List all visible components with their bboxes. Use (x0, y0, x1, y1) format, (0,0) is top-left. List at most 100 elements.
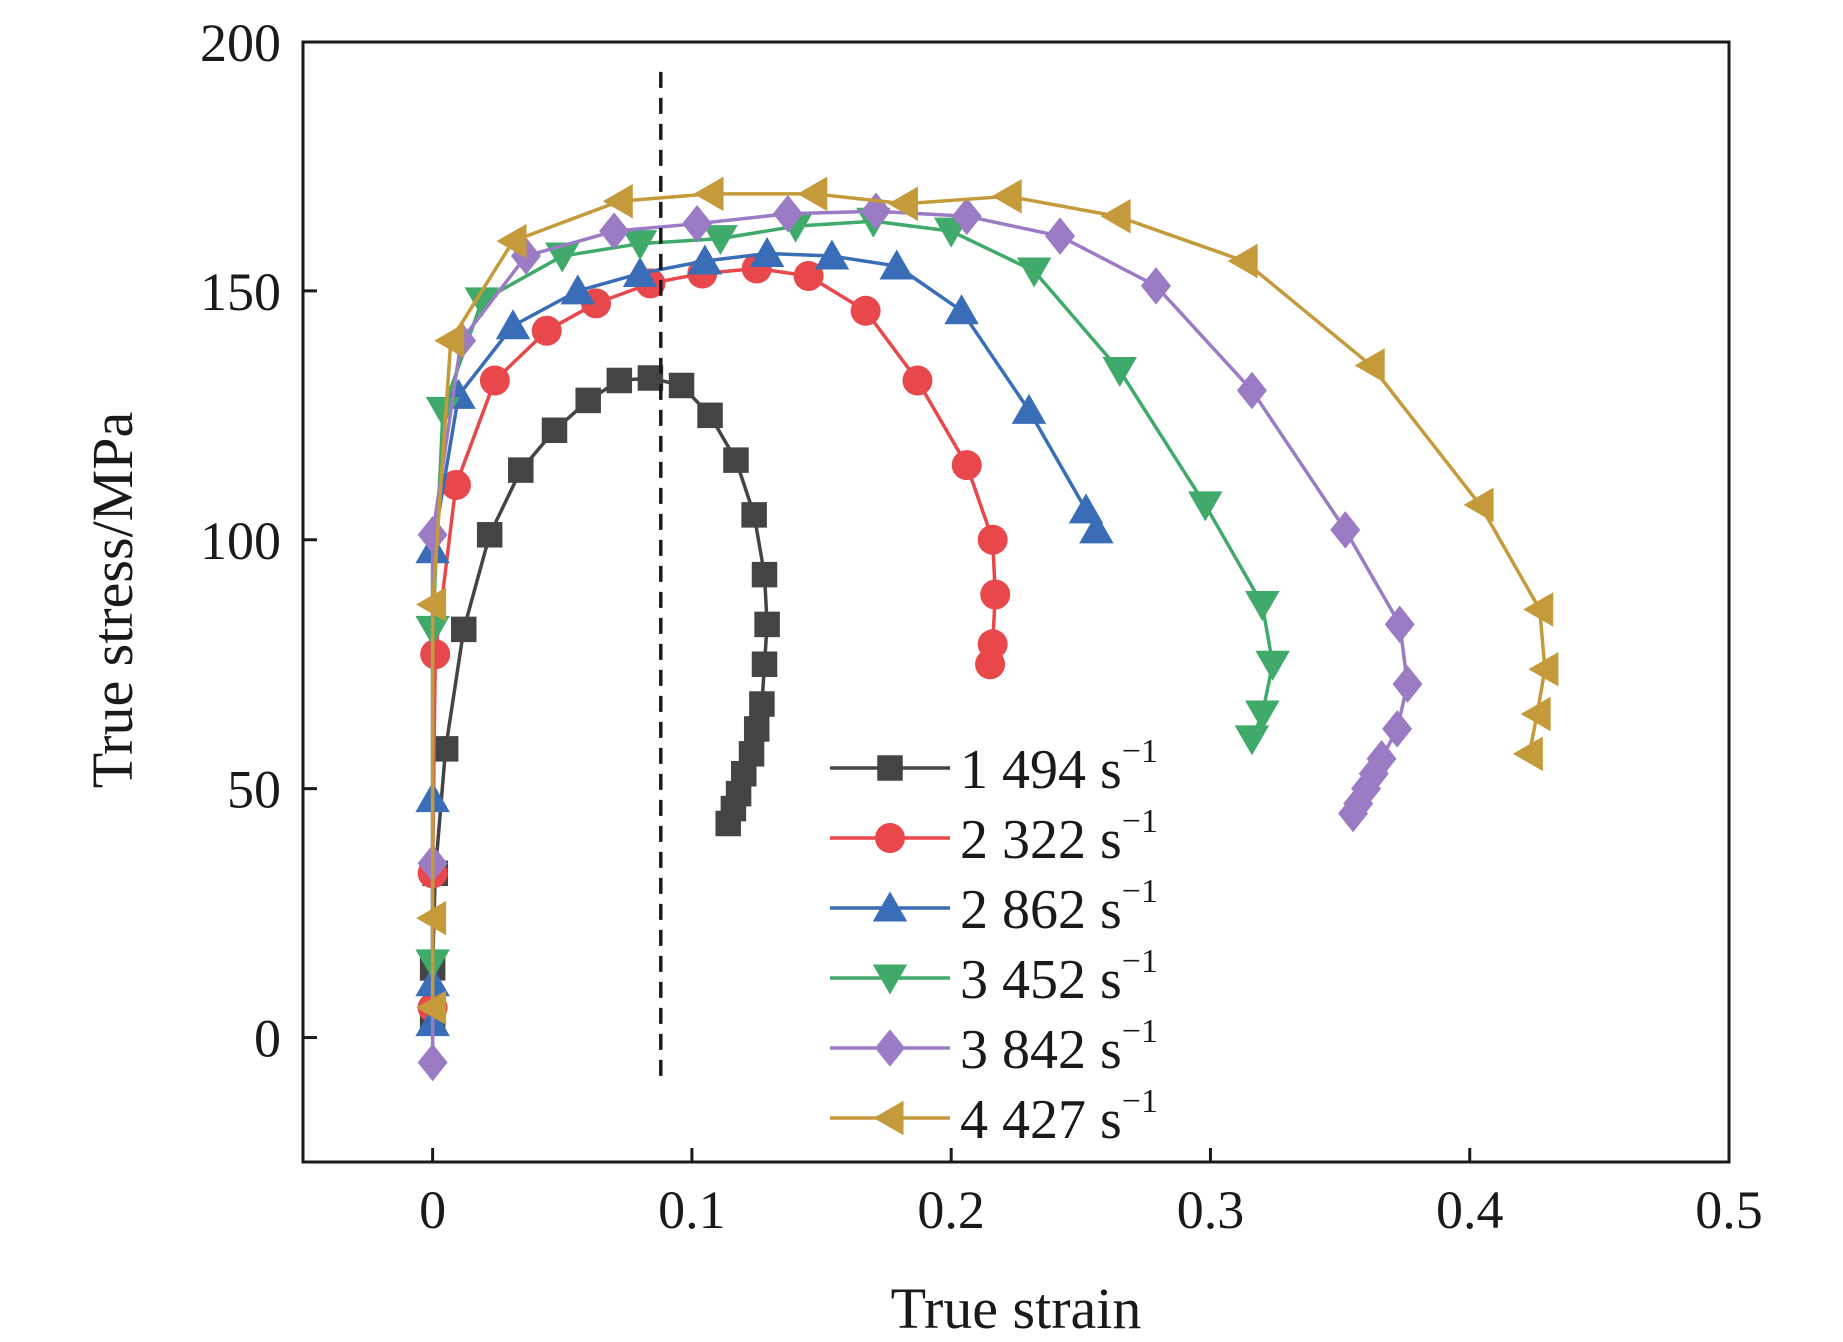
y-tick-label: 50 (227, 760, 281, 820)
plot-frame (301, 40, 1731, 1164)
data-point (1011, 393, 1047, 424)
data-point (715, 810, 741, 837)
data-point (1512, 736, 1543, 772)
data-point (902, 365, 933, 396)
data-point (814, 239, 850, 270)
legend-label: 2 862 s−1 (960, 873, 1158, 941)
data-point (496, 223, 527, 259)
data-point (687, 244, 723, 275)
data-point (797, 176, 828, 212)
data-point (560, 274, 596, 305)
legend-marker (873, 1100, 904, 1136)
x-tick-label: 0.3 (1177, 1180, 1245, 1240)
series-0 (419, 365, 780, 1036)
data-point (1255, 650, 1290, 681)
data-point (888, 186, 919, 222)
data-point (1236, 371, 1267, 410)
series-5 (416, 176, 1559, 1025)
y-axis-title: True stress/MPa (80, 412, 145, 789)
data-point (1016, 257, 1052, 288)
data-point (1100, 198, 1131, 234)
data-point (975, 649, 1006, 680)
series-layer (415, 176, 1559, 1082)
x-axis-ticks: 0 0.1 0.2 0.3 0.4 0.5 (419, 1148, 1763, 1240)
data-point (1102, 357, 1137, 388)
data-point (420, 639, 451, 670)
legend-marker (872, 891, 908, 922)
legend-item: 3 842 s−1 (830, 1013, 1158, 1081)
legend-item: 2 862 s−1 (830, 873, 1158, 941)
data-point (1234, 725, 1270, 756)
series-line (430, 376, 769, 1023)
data-point (479, 365, 510, 396)
data-point (1330, 511, 1361, 549)
x-axis-title: True strain (891, 1276, 1142, 1341)
data-point (703, 225, 738, 256)
series-1 (417, 253, 1011, 1023)
data-point (1354, 348, 1385, 383)
data-point (951, 450, 982, 481)
data-point (575, 387, 601, 414)
data-point (749, 691, 775, 717)
legend-label: 4 427 s−1 (960, 1083, 1158, 1151)
y-tick-label: 150 (200, 262, 281, 322)
data-point (464, 287, 500, 318)
data-point (944, 294, 979, 325)
data-point (1523, 592, 1554, 627)
x-tick-label: 0.5 (1695, 1180, 1763, 1240)
data-point (1245, 590, 1280, 621)
data-point (693, 176, 724, 212)
data-point (751, 651, 778, 677)
series-4 (417, 192, 1423, 1082)
data-point (622, 256, 658, 287)
data-point (723, 447, 749, 473)
data-point (749, 237, 785, 268)
data-point (668, 372, 695, 399)
x-tick-label: 0 (419, 1180, 446, 1240)
data-point (417, 516, 448, 554)
data-point (508, 457, 534, 483)
x-tick-label: 0.2 (917, 1180, 985, 1240)
data-point (1463, 487, 1494, 523)
data-point (1382, 710, 1413, 748)
data-point (1188, 491, 1223, 522)
data-point (682, 204, 713, 243)
data-point (1068, 493, 1104, 524)
legend-marker (875, 1029, 905, 1067)
data-point (1245, 700, 1280, 731)
legend-marker (877, 755, 903, 781)
legend-label: 3 842 s−1 (960, 1013, 1158, 1081)
data-point (772, 194, 803, 233)
legend: 1 494 s−12 322 s−12 862 s−13 452 s−13 84… (830, 733, 1158, 1151)
data-point (754, 611, 780, 638)
y-tick-label: 100 (200, 511, 281, 571)
x-tick-label: 0.1 (658, 1180, 726, 1240)
data-point (1045, 217, 1076, 255)
data-point (1528, 651, 1559, 687)
data-point (991, 179, 1022, 214)
legend-item: 2 322 s−1 (830, 803, 1158, 871)
data-point (1079, 513, 1114, 544)
data-point (622, 230, 658, 261)
data-point (1392, 665, 1423, 703)
data-point (697, 402, 723, 429)
data-point (541, 417, 568, 444)
data-point (951, 197, 982, 235)
data-point (751, 561, 778, 588)
x-tick-label: 0.4 (1436, 1180, 1504, 1240)
data-point (434, 323, 465, 358)
y-tick-label: 200 (200, 13, 281, 73)
legend-label: 2 322 s−1 (960, 803, 1158, 871)
data-point (743, 716, 770, 742)
data-point (1338, 794, 1369, 833)
y-tick-label: 0 (254, 1009, 281, 1069)
data-point (432, 736, 459, 762)
data-point (980, 579, 1011, 610)
data-point (599, 212, 630, 250)
data-point (1384, 605, 1415, 644)
data-point (417, 1043, 448, 1082)
legend-item: 3 452 s−1 (830, 943, 1158, 1011)
data-point (1227, 243, 1258, 279)
data-point (606, 367, 633, 394)
